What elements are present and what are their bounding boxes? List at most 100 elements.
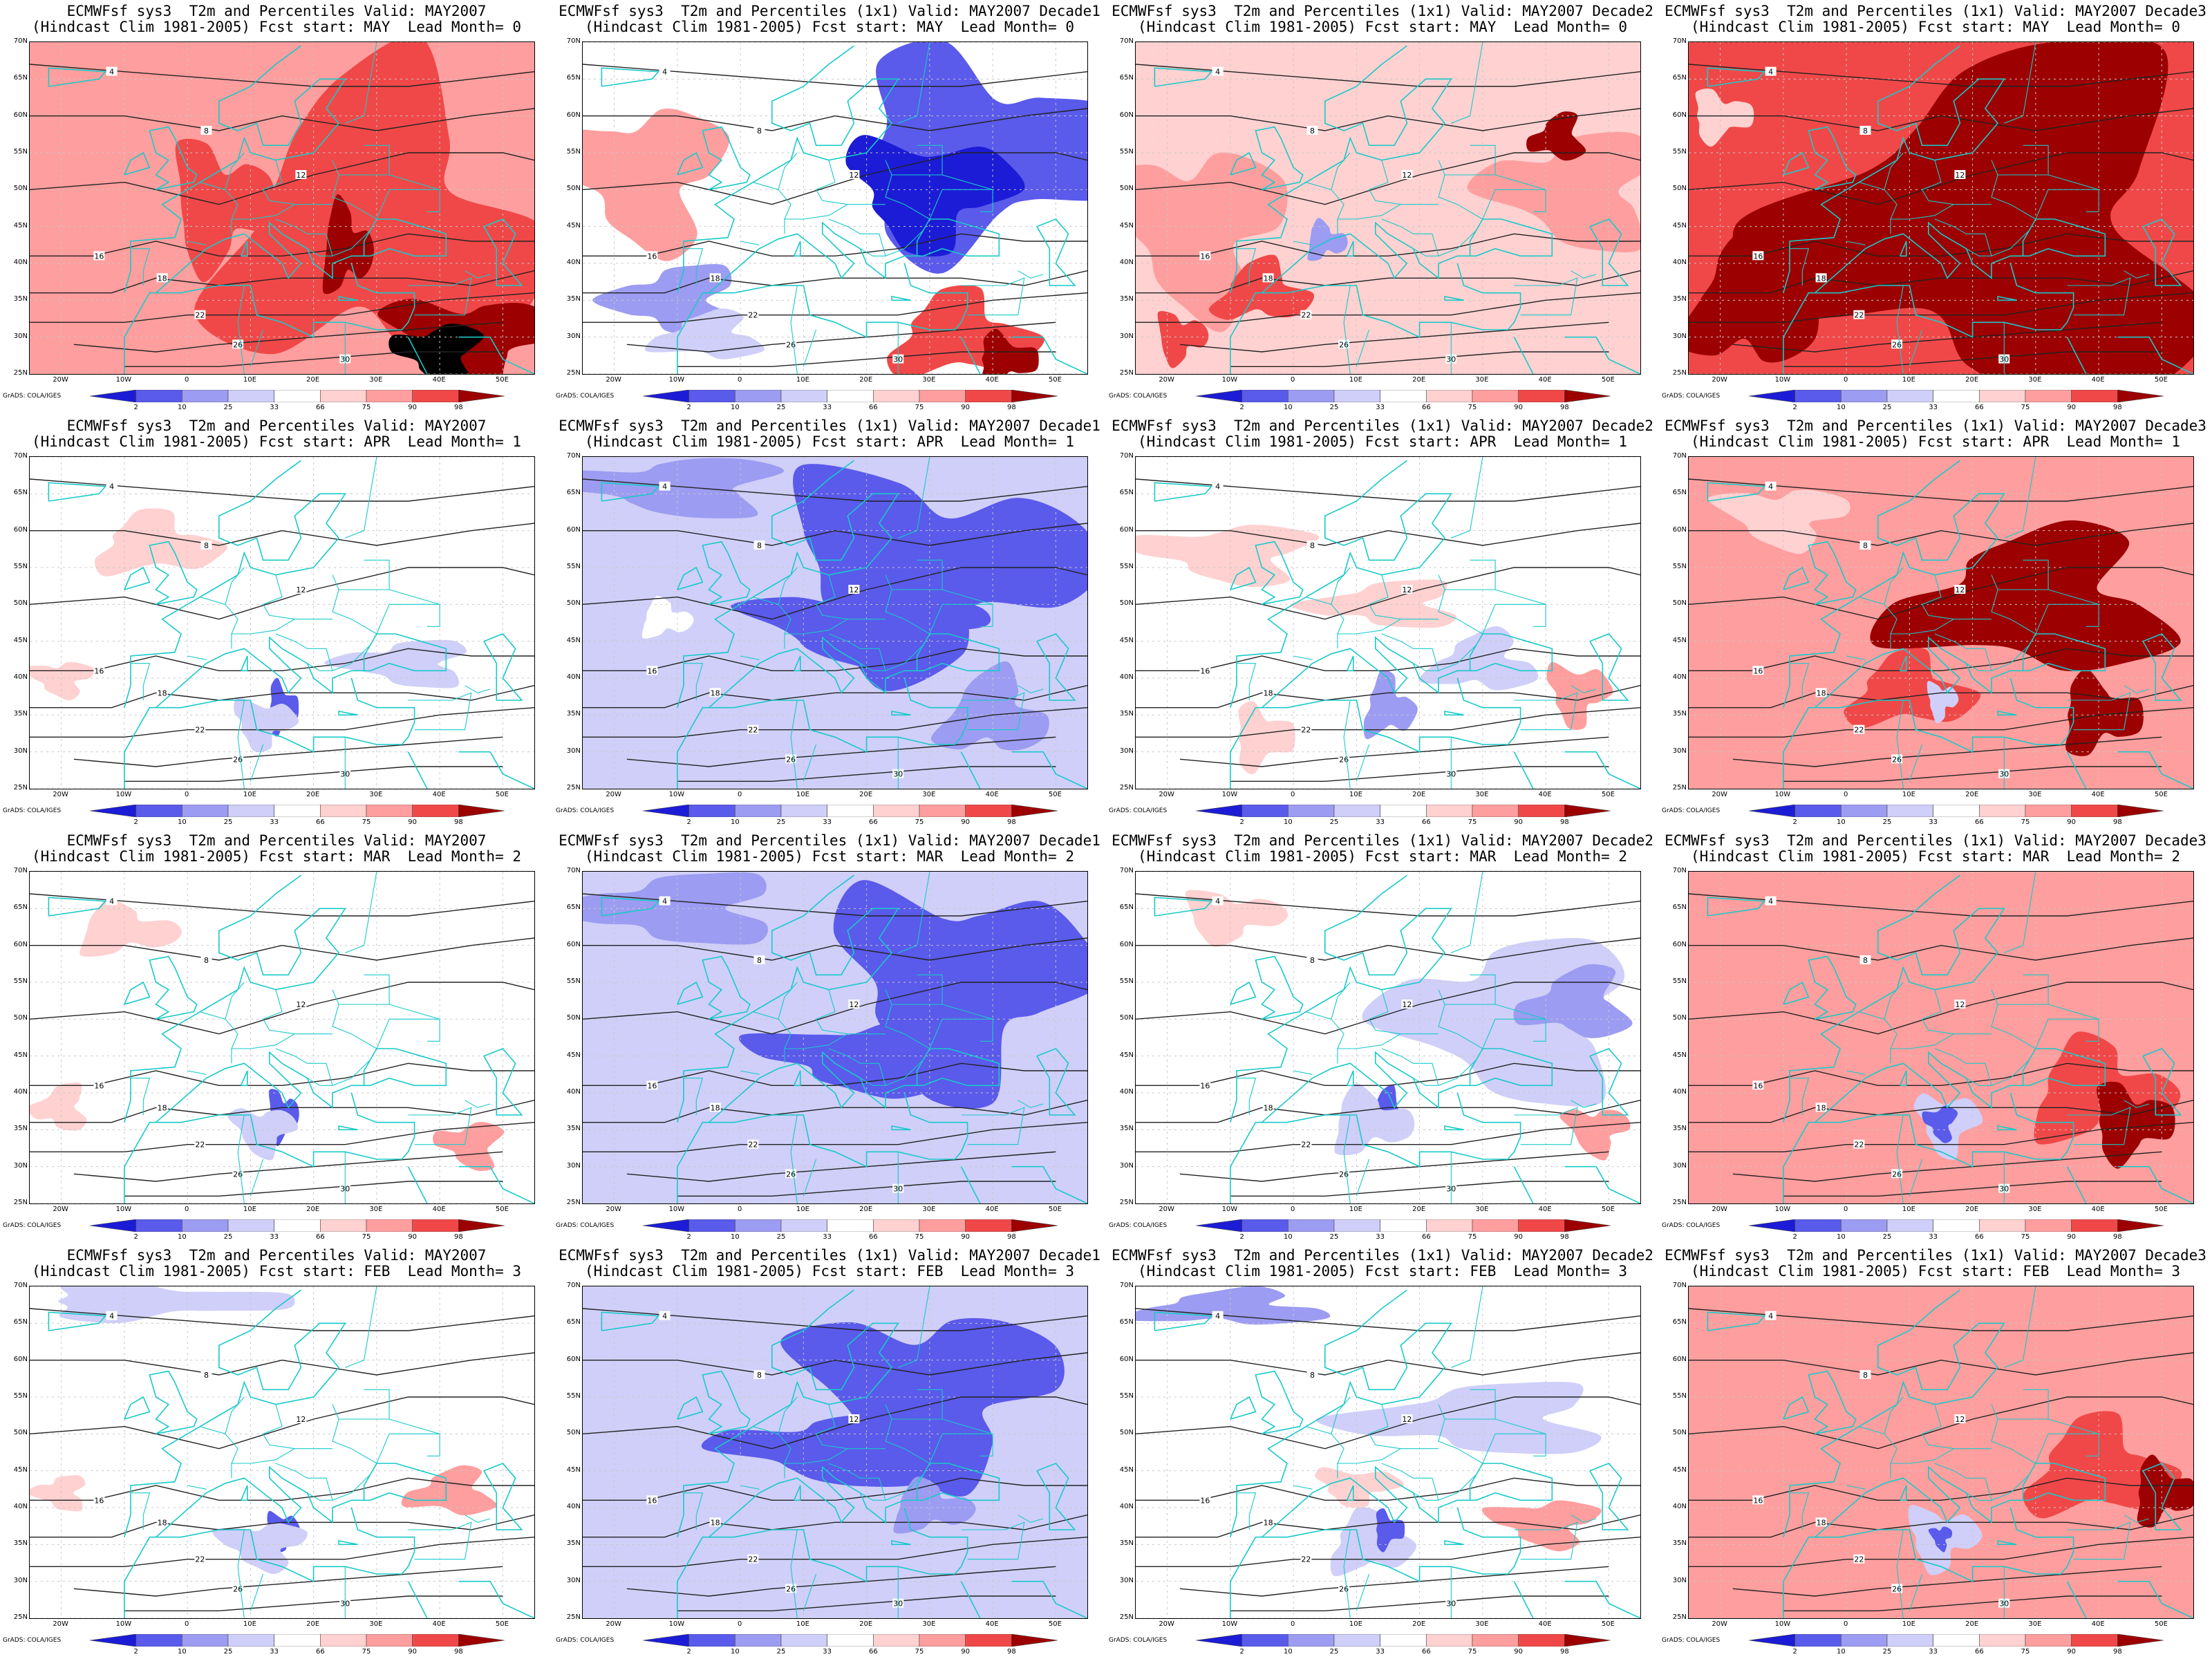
country-border — [364, 144, 390, 175]
coastline — [1899, 241, 1907, 257]
lat-label: 60N — [13, 111, 28, 119]
grads-credit: GrADS: COLA/IGES — [1109, 393, 1168, 400]
percentile-shading-area — [583, 1393, 692, 1539]
contour-label: 16 — [1200, 666, 1210, 675]
lat-label: 70N — [13, 867, 28, 874]
contour-label-box — [200, 1370, 212, 1379]
coastline — [1707, 897, 1766, 917]
contour-label-box — [709, 1103, 721, 1112]
colorbar-tick: 2 — [1792, 404, 1797, 411]
coastline — [1346, 1070, 1354, 1087]
country-border — [250, 1159, 264, 1197]
coastline — [1154, 482, 1213, 502]
coastline — [1036, 1463, 1076, 1530]
lon-label: 40E — [432, 791, 446, 798]
isotherm-contour — [124, 1181, 503, 1197]
contour-label-box — [1859, 955, 1871, 964]
isotherm-contour — [1732, 321, 2162, 353]
contour-label: 18 — [1817, 1518, 1826, 1527]
lon-label: 0 — [1843, 376, 1848, 384]
lon-label: 20E — [1965, 376, 1979, 384]
colorbar-segment — [2025, 389, 2072, 403]
contour-label: 16 — [1200, 1496, 1210, 1505]
coastline — [702, 541, 751, 606]
contour-label: 16 — [94, 666, 104, 675]
grads-credit: GrADS: COLA/IGES — [3, 807, 62, 814]
colorbar-tick: 90 — [2067, 1648, 2077, 1656]
coastline — [48, 67, 107, 87]
colorbar-tick: 98 — [1559, 1233, 1569, 1241]
colorbar-segment — [1933, 804, 1980, 818]
country-border — [1237, 1078, 1257, 1115]
country-border — [345, 1286, 377, 1368]
contour-label-box — [1752, 251, 1764, 261]
isotherm-contour — [73, 1566, 503, 1597]
panel-title: ECMWFsf sys3 T2m and Percentiles Valid: … — [66, 418, 487, 434]
lat-label: 40N — [566, 1088, 581, 1096]
isotherm-contour — [1179, 1566, 1609, 1597]
colorbar-tick: 2 — [1239, 1648, 1244, 1656]
contour-label: 18 — [1264, 688, 1273, 697]
contour-label: 4 — [1768, 482, 1773, 491]
colorbar-segment — [688, 1633, 735, 1647]
isotherm-contour — [30, 1352, 534, 1376]
percentile-shading-area — [30, 1475, 86, 1512]
isotherm-contour — [124, 766, 503, 782]
country-border — [1356, 744, 1370, 782]
contour-label: 12 — [849, 585, 859, 594]
colorbar-tick: 98 — [1006, 1648, 1016, 1656]
coastline — [155, 1463, 447, 1538]
country-border — [307, 663, 332, 671]
lon-label: 20W — [1712, 791, 1727, 798]
contour-label-box — [93, 1080, 105, 1090]
map-area: 4 8 12 16 18 22 26 30 — [1135, 456, 1641, 789]
colorbar-tick: 90 — [961, 1233, 971, 1241]
colorbar-segment — [827, 389, 874, 403]
coastline — [483, 1048, 523, 1116]
colorbar-tick: 75 — [915, 1233, 924, 1241]
colorbar-segment — [89, 1633, 136, 1647]
percentile-shading-area — [1363, 670, 1418, 740]
coastline — [124, 677, 415, 789]
isotherm-contour — [30, 152, 534, 205]
colorbar-segment — [1011, 1219, 1058, 1232]
lon-label: 10E — [1349, 376, 1362, 384]
percentile-shading-area — [2043, 216, 2169, 330]
country-border — [2124, 1100, 2150, 1108]
colorbar-tick: 66 — [1974, 404, 1984, 411]
colorbar-segment — [458, 1633, 505, 1647]
country-border — [961, 1107, 1025, 1145]
coastline — [1154, 897, 1213, 917]
isotherm-contour — [1689, 982, 2193, 1035]
lon-label: 20E — [1965, 1620, 1979, 1628]
lon-label: 0 — [184, 1206, 189, 1213]
coastline — [677, 45, 899, 293]
colorbar — [1748, 1633, 2164, 1647]
contour-label-box — [1859, 541, 1871, 550]
coastline — [677, 566, 704, 590]
lon-label: 0 — [1843, 1620, 1848, 1628]
lat-label: 25N — [1672, 1199, 1687, 1206]
country-border — [2067, 1521, 2131, 1560]
lat-label: 35N — [1672, 710, 1687, 718]
colorbar-segment — [366, 1219, 413, 1232]
isotherm-contour — [1689, 937, 2193, 961]
coastline — [1589, 218, 1629, 286]
isotherm-contour — [1783, 1181, 2162, 1197]
colorbar-tick: 90 — [408, 1233, 418, 1241]
lat-label: 25N — [13, 1613, 28, 1621]
lat-label: 25N — [1672, 784, 1687, 791]
coastline — [48, 1311, 107, 1331]
colorbar-tick: 75 — [362, 1233, 371, 1241]
country-border — [778, 982, 798, 1020]
percentile-shading-area — [1546, 662, 1613, 730]
coastline — [1346, 1485, 1354, 1501]
isotherm-contour — [30, 567, 534, 620]
colorbar-segment — [320, 1219, 367, 1232]
country-border — [307, 1078, 332, 1086]
grads-credit: GrADS: COLA/IGES — [1662, 1222, 1721, 1229]
country-border — [917, 974, 943, 1004]
coastline — [458, 1165, 534, 1203]
colorbar — [1195, 1219, 1611, 1232]
coastline — [1589, 633, 1629, 701]
